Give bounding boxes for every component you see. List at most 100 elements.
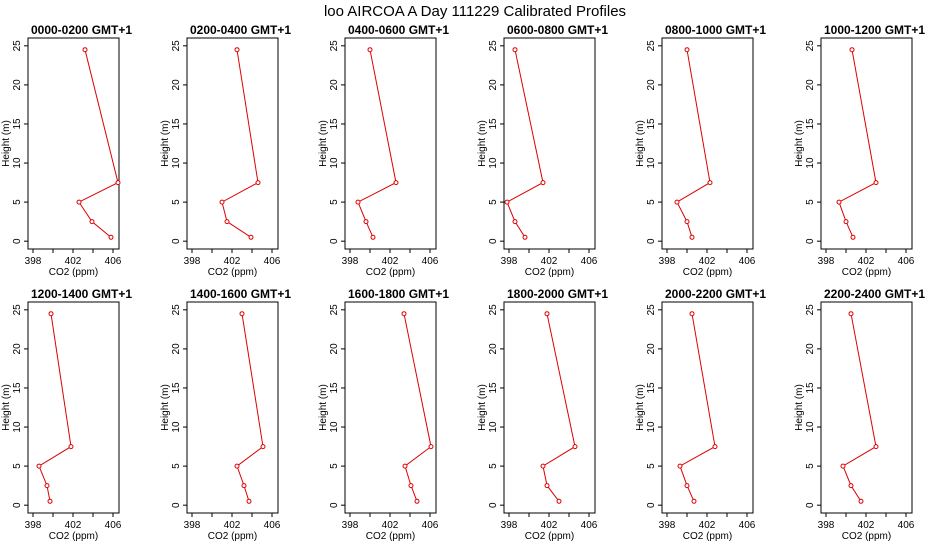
data-point [108,234,114,240]
x-axis-label: CO2 (ppm) [49,267,98,278]
panel-title: 0400-0600 GMT+1 [348,23,449,37]
data-point [684,47,690,53]
data-point [836,199,842,205]
x-tick-label: 398 [818,256,835,267]
data-point [544,311,550,317]
x-tick-label: 398 [184,520,201,531]
y-tick-label: 0 [12,502,23,508]
data-point [850,234,856,240]
data-point [408,483,414,489]
data-point [540,463,546,469]
y-axis-label: Height (m) [318,120,329,167]
data-point [47,498,53,504]
y-tick-label: 25 [12,304,23,316]
y-tick-label: 0 [805,502,816,508]
x-tick-label: 398 [184,256,201,267]
y-axis-label: Height (m) [477,384,488,431]
x-tick-label: 402 [224,520,241,531]
y-tick-label: 5 [488,463,499,469]
y-tick-label: 20 [329,343,340,355]
x-tick-label: 406 [581,520,598,531]
y-tick-label: 15 [488,118,499,130]
data-point [691,498,697,504]
y-axis-label: Height (m) [794,384,805,431]
panel-1: 0000-0200 GMT+1 0 5 10 15 20 25 398 402 406 CO2 (p… [1,23,132,278]
y-tick-label: 5 [171,199,182,205]
data-point [219,199,225,205]
data-point [707,180,713,186]
x-axis-label: CO2 (ppm) [49,531,98,542]
y-tick-label: 25 [329,40,340,52]
x-tick-label: 406 [422,256,439,267]
x-tick-label: 406 [898,256,915,267]
y-tick-label: 0 [646,238,657,244]
y-tick-label: 0 [171,238,182,244]
x-tick-label: 406 [264,520,281,531]
y-tick-label: 20 [646,79,657,91]
y-tick-label: 25 [488,40,499,52]
y-tick-label: 15 [805,382,816,394]
x-axis-label: CO2 (ppm) [842,267,891,278]
panel-12: 2200-2400 GMT+1 0 5 10 15 20 25 398 402 406 CO2 (p… [794,287,925,542]
data-point [234,47,240,53]
y-axis-label: Height (m) [318,384,329,431]
data-point [873,180,879,186]
x-tick-label: 402 [382,520,399,531]
y-tick-label: 0 [329,238,340,244]
data-point [504,199,510,205]
x-tick-label: 402 [224,256,241,267]
x-tick-label: 406 [105,520,122,531]
panels-grid: 0000-0200 GMT+1 0 5 10 15 20 25 398 402 406 CO2 (p… [1,23,925,542]
y-tick-label: 25 [488,304,499,316]
y-tick-label: 5 [805,199,816,205]
y-tick-label: 20 [12,79,23,91]
data-point [76,199,82,205]
data-point [68,444,74,450]
y-tick-label: 25 [171,40,182,52]
y-tick-label: 10 [171,421,182,433]
x-tick-label: 402 [541,256,558,267]
y-tick-label: 10 [12,157,23,169]
y-tick-label: 5 [329,199,340,205]
data-point [540,180,546,186]
x-axis-label: CO2 (ppm) [525,531,574,542]
data-point [246,498,252,504]
y-tick-label: 10 [805,157,816,169]
y-tick-label: 25 [12,40,23,52]
data-point [393,180,399,186]
y-tick-label: 10 [805,421,816,433]
panel-3: 0400-0600 GMT+1 0 5 10 15 20 25 398 402 406 CO2 (p… [318,23,449,278]
data-point [48,311,54,317]
y-tick-label: 0 [171,502,182,508]
panel-title: 0200-0400 GMT+1 [190,23,291,37]
x-tick-label: 398 [818,520,835,531]
x-tick-label: 406 [581,256,598,267]
y-tick-label: 15 [171,118,182,130]
data-point [689,311,695,317]
y-tick-label: 5 [646,199,657,205]
x-axis-label: CO2 (ppm) [683,267,732,278]
y-tick-label: 10 [329,421,340,433]
data-point [522,234,528,240]
data-point [248,234,254,240]
data-point [684,219,690,225]
y-axis-label: Height (m) [160,384,171,431]
x-tick-label: 406 [422,520,439,531]
y-tick-label: 0 [488,502,499,508]
panel-title: 0600-0800 GMT+1 [507,23,608,37]
y-tick-label: 0 [646,502,657,508]
data-point [849,47,855,53]
data-point [260,444,266,450]
y-tick-label: 10 [12,421,23,433]
data-point [572,444,578,450]
panel-10: 1800-2000 GMT+1 0 5 10 15 20 25 398 402 406 CO2 (p… [477,287,608,542]
data-point [684,483,690,489]
y-tick-label: 20 [171,79,182,91]
y-tick-label: 20 [329,79,340,91]
y-tick-label: 0 [12,238,23,244]
y-tick-label: 20 [171,343,182,355]
panel-title: 1600-1800 GMT+1 [348,287,449,301]
data-point [873,444,879,450]
y-tick-label: 25 [646,304,657,316]
x-axis-label: CO2 (ppm) [683,531,732,542]
